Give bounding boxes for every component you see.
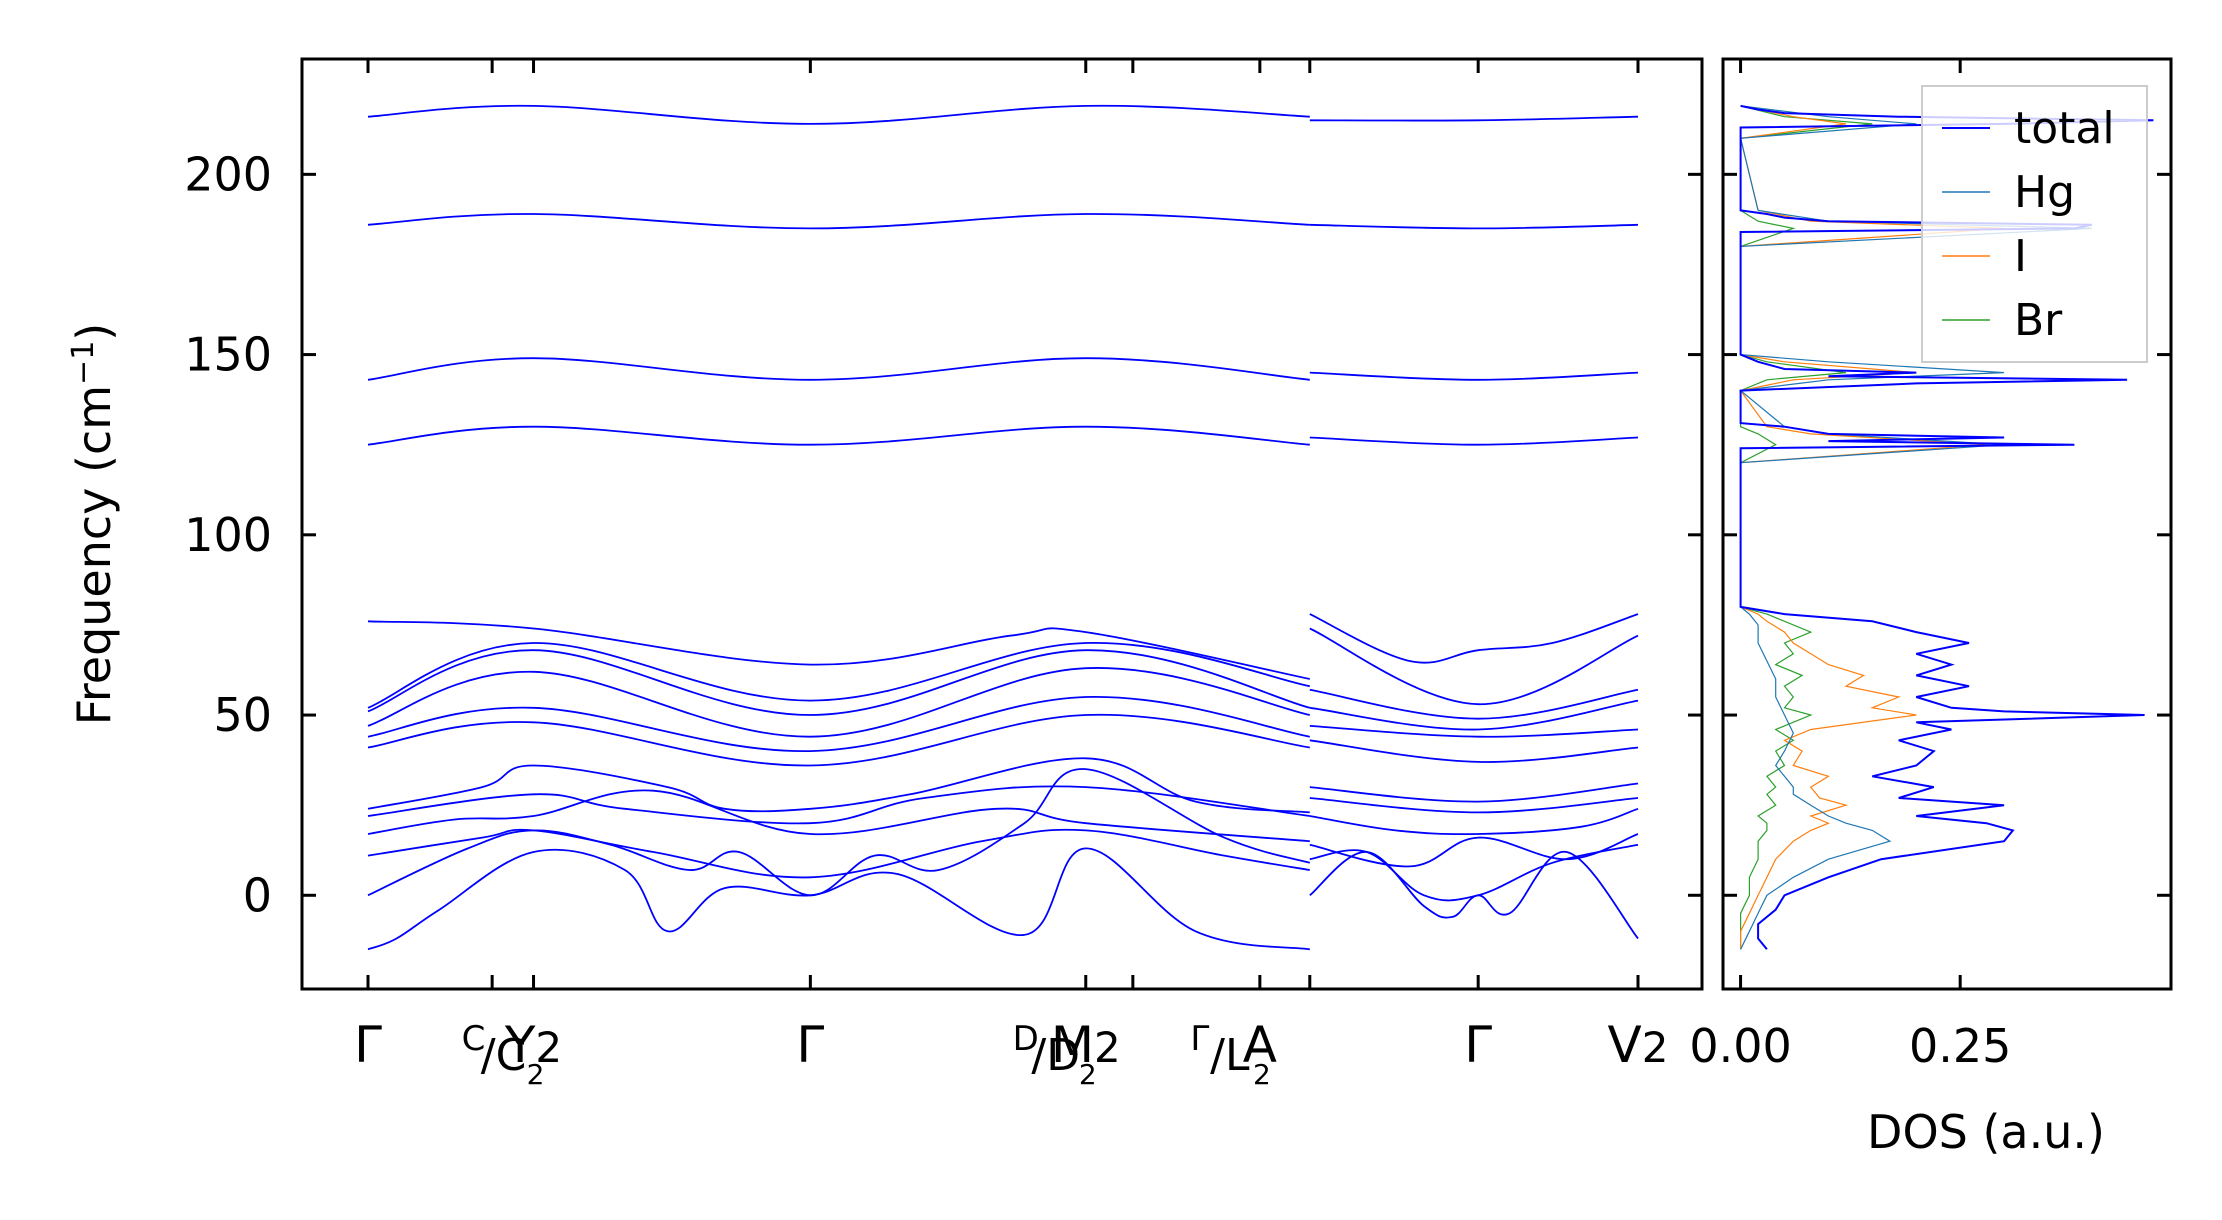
band-line xyxy=(367,828,1310,879)
band-line xyxy=(367,768,1311,897)
band-line xyxy=(1309,797,1639,814)
band-line xyxy=(1309,851,1639,940)
dos-plot-frame xyxy=(1721,57,2173,991)
band-line xyxy=(1309,371,1639,381)
band-line xyxy=(1309,627,1639,706)
band-line xyxy=(1309,833,1639,868)
dos-y-ticks xyxy=(1723,172,2171,897)
band-line xyxy=(367,757,1310,814)
legend-label: total xyxy=(2014,103,2115,154)
band-line xyxy=(367,213,1310,230)
y-axis-label: Frequency (cm−1) xyxy=(66,323,122,726)
band-line xyxy=(1309,699,1639,731)
x-tick-subscript: 2 xyxy=(527,1058,545,1091)
band-line xyxy=(367,713,1310,767)
x-tick-label: M2 xyxy=(1051,1016,1121,1074)
dos-line-total xyxy=(1739,104,2154,950)
band-line xyxy=(1309,115,1639,122)
y-tick-label: 100 xyxy=(184,508,272,562)
dos-lines xyxy=(1739,104,2154,950)
band-line xyxy=(367,847,1310,951)
band-line xyxy=(1309,223,1639,230)
dos-line-hg xyxy=(1739,105,2092,950)
x-tick-prefix: Γ xyxy=(1190,1019,1209,1059)
legend: total Hg I Br xyxy=(1921,85,2148,363)
band-line xyxy=(367,789,1310,843)
x-tick-label: Γ xyxy=(796,1016,824,1074)
band-lines xyxy=(367,104,1639,951)
band-line xyxy=(367,642,1310,709)
x-tick-subscript: 2 xyxy=(1253,1058,1271,1091)
band-line xyxy=(367,620,1310,680)
x-tick-label: Y2 xyxy=(504,1016,562,1074)
dos-x-tick-label: 0.00 xyxy=(1689,1019,1791,1073)
x-tick-prefix: D xyxy=(1013,1019,1039,1059)
band-line xyxy=(367,649,1311,716)
y-tick-label: 200 xyxy=(184,147,272,201)
band-line xyxy=(367,785,1310,825)
x-tick-label: V2 xyxy=(1608,1016,1669,1074)
band-line xyxy=(1309,807,1639,836)
legend-label: Hg xyxy=(2014,167,2075,218)
x-tick-slash: /C xyxy=(481,1030,527,1081)
band-line xyxy=(1309,725,1639,738)
y-ticks: 0 50 100 150 200 xyxy=(184,147,1702,922)
dos-x-ticks: 0.00 0.25 xyxy=(1689,59,2011,1073)
x-tick-prefix: C xyxy=(462,1019,486,1059)
y-tick-label: 50 xyxy=(213,688,272,742)
y-tick-label: 0 xyxy=(243,868,272,922)
x-tick-label: A xyxy=(1243,1016,1277,1074)
y-tick-label: 150 xyxy=(184,328,272,382)
legend-items: total Hg I Br xyxy=(1942,103,2115,346)
band-line xyxy=(1309,613,1639,664)
x-tick-slash: /L xyxy=(1210,1030,1250,1081)
band-line xyxy=(1309,688,1639,720)
band-plot-frame xyxy=(300,57,1704,991)
band-line xyxy=(367,425,1310,446)
band-line xyxy=(367,357,1310,381)
band-line xyxy=(1309,782,1639,803)
legend-label: Br xyxy=(2014,295,2063,346)
x-tick-label: Γ xyxy=(1464,1016,1492,1074)
band-line xyxy=(367,696,1310,753)
legend-label: I xyxy=(2014,231,2027,282)
dos-panel: 0.00 0.25 total Hg I Br xyxy=(1689,57,2173,1073)
x-axis-label-dos: DOS (a.u.) xyxy=(1867,1105,2105,1159)
band-line xyxy=(367,104,1310,125)
x-tick-slash: /D xyxy=(1031,1030,1080,1081)
band-line xyxy=(367,667,1310,738)
legend-box xyxy=(1921,85,2148,363)
dos-x-tick-label: 0.25 xyxy=(1909,1019,2011,1073)
band-line xyxy=(1309,739,1639,763)
x-tick-label: Γ xyxy=(354,1016,382,1074)
x-tick-subscript: 2 xyxy=(1079,1058,1097,1091)
band-line xyxy=(1309,436,1639,446)
